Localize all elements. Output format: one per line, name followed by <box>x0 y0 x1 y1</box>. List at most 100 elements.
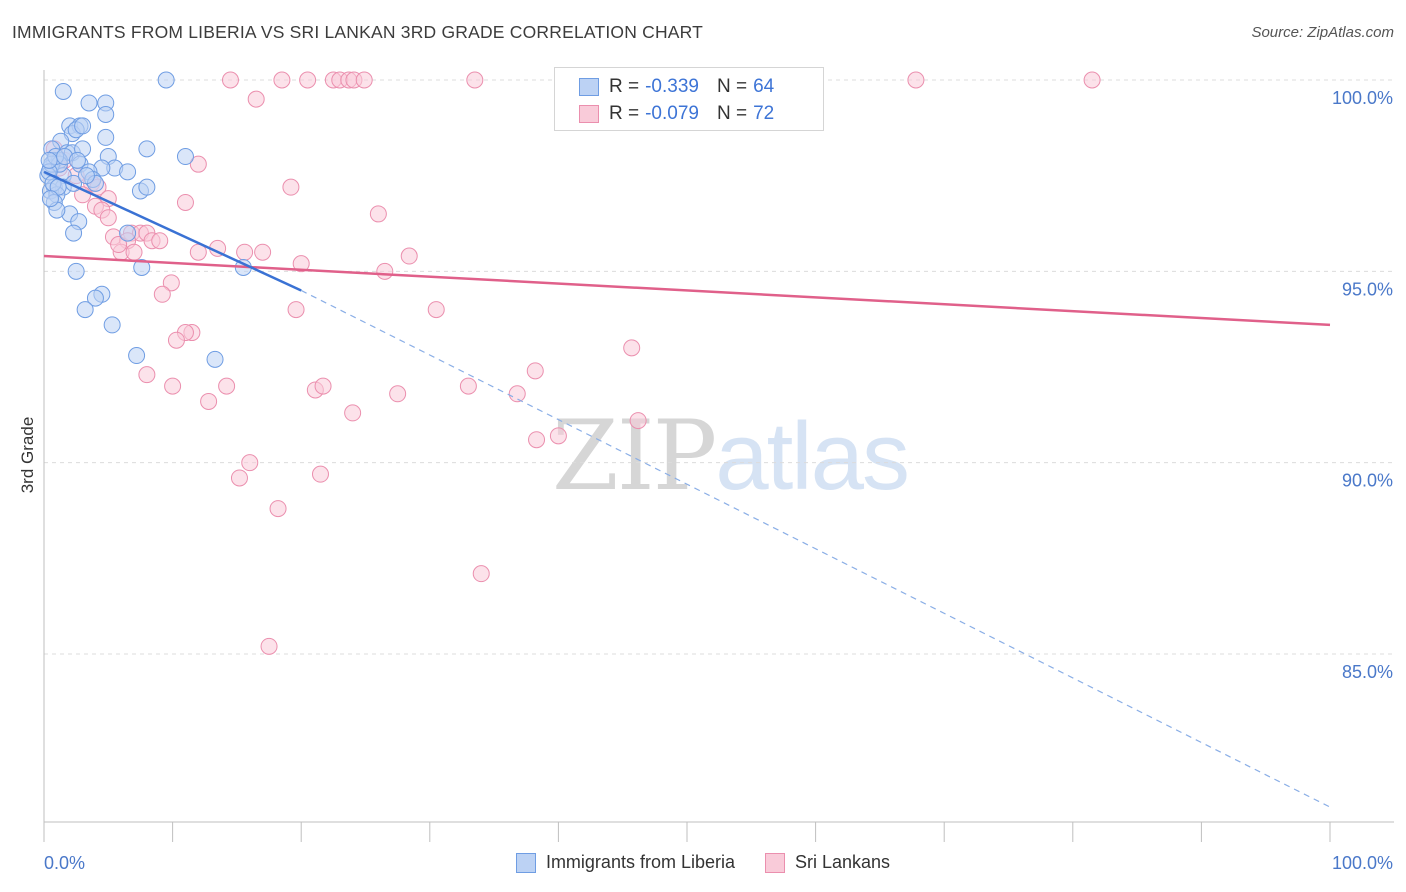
source-label: Source: ZipAtlas.com <box>1251 24 1394 41</box>
data-point <box>67 262 85 280</box>
x-tick-label: 100.0% <box>1332 853 1393 873</box>
y-tick-label: 85.0% <box>1342 662 1393 682</box>
data-point <box>138 140 156 158</box>
n-value-srilanka: 72 <box>753 103 775 124</box>
data-point <box>254 243 272 261</box>
trend-line-liberia-extension <box>300 289 1331 808</box>
data-point <box>314 377 332 395</box>
data-point <box>400 247 418 265</box>
data-point <box>176 193 194 211</box>
data-point <box>221 71 239 89</box>
legend-swatch-liberia <box>579 78 599 96</box>
data-point <box>344 404 362 422</box>
data-point <box>128 347 146 365</box>
chart-title: IMMIGRANTS FROM LIBERIA VS SRI LANKAN 3R… <box>12 22 704 42</box>
legend-item-liberia[interactable]: Immigrants from Liberia <box>515 852 735 873</box>
data-point <box>376 262 394 280</box>
data-point <box>176 148 194 166</box>
data-point <box>311 465 329 483</box>
data-point <box>907 71 925 89</box>
data-point <box>629 412 647 430</box>
legend-item-srilanka[interactable]: Sri Lankans <box>765 852 890 873</box>
data-point <box>1083 71 1101 89</box>
data-point <box>260 637 278 655</box>
legend-label-srilanka: Sri Lankans <box>795 852 891 872</box>
trend-line-liberia <box>43 170 302 292</box>
data-point <box>472 565 490 583</box>
data-point <box>138 366 156 384</box>
data-point <box>236 243 254 261</box>
data-point <box>623 339 641 357</box>
data-point <box>206 350 224 368</box>
y-tick-label: 90.0% <box>1342 471 1393 491</box>
data-point <box>41 190 59 208</box>
data-point <box>466 71 484 89</box>
data-point <box>153 285 171 303</box>
data-point <box>86 289 104 307</box>
r-label: R = <box>609 76 640 97</box>
data-point <box>230 469 248 487</box>
data-point <box>119 163 137 181</box>
data-point <box>287 301 305 319</box>
stats-legend-row-srilanka: R = -0.079 N = 72 <box>579 101 774 127</box>
data-point <box>162 274 180 292</box>
data-point <box>133 259 151 277</box>
data-point <box>189 155 207 173</box>
legend-swatch-liberia <box>515 852 536 873</box>
data-point <box>164 377 182 395</box>
data-point <box>157 71 175 89</box>
data-point <box>389 385 407 403</box>
data-point <box>74 117 92 135</box>
data-point <box>138 178 156 196</box>
y-tick-label: 100.0% <box>1332 88 1393 108</box>
stats-legend-row-liberia: R = -0.339 N = 64 <box>579 74 774 100</box>
data-point <box>269 500 287 518</box>
data-point <box>40 151 58 169</box>
data-point <box>167 331 185 349</box>
watermark-atlas: atlas <box>715 403 910 510</box>
r-label: R = <box>609 103 640 124</box>
data-point <box>97 105 115 123</box>
data-point <box>103 316 121 334</box>
data-point <box>76 301 94 319</box>
n-label: N = <box>716 76 748 97</box>
data-point <box>427 301 445 319</box>
data-point <box>508 385 526 403</box>
data-point <box>247 90 265 108</box>
n-label: N = <box>716 103 748 124</box>
data-point <box>369 205 387 223</box>
data-point <box>97 128 115 146</box>
y-tick-label: 95.0% <box>1342 279 1393 299</box>
data-point <box>125 243 143 261</box>
data-point <box>459 377 477 395</box>
data-point <box>200 392 218 410</box>
data-point <box>68 151 86 169</box>
data-point <box>273 71 291 89</box>
legend-swatch-srilanka <box>579 105 599 123</box>
n-value-liberia: 64 <box>753 76 775 97</box>
legend-swatch-srilanka <box>765 852 785 873</box>
data-point <box>549 427 567 445</box>
data-point <box>110 236 128 254</box>
data-point <box>80 94 98 112</box>
data-point <box>355 71 373 89</box>
data-point <box>99 209 117 227</box>
data-point <box>151 232 169 250</box>
stats-legend: R = -0.339 N = 64 R = -0.079 N = 72 <box>554 67 824 131</box>
data-point <box>65 224 83 242</box>
data-point <box>54 82 72 100</box>
data-point <box>119 224 137 242</box>
series-legend: Immigrants from Liberia Sri Lankans <box>0 852 1406 873</box>
data-point <box>77 167 95 185</box>
data-point <box>292 255 310 273</box>
r-value-liberia: -0.339 <box>645 76 699 97</box>
data-point <box>526 362 544 380</box>
data-point <box>282 178 300 196</box>
trend-line-srilanka <box>43 254 1331 327</box>
r-value-srilanka: -0.079 <box>645 103 699 124</box>
x-tick-label: 0.0% <box>44 853 85 873</box>
legend-label-liberia: Immigrants from Liberia <box>545 852 735 872</box>
data-point <box>218 377 236 395</box>
data-point <box>299 71 317 89</box>
